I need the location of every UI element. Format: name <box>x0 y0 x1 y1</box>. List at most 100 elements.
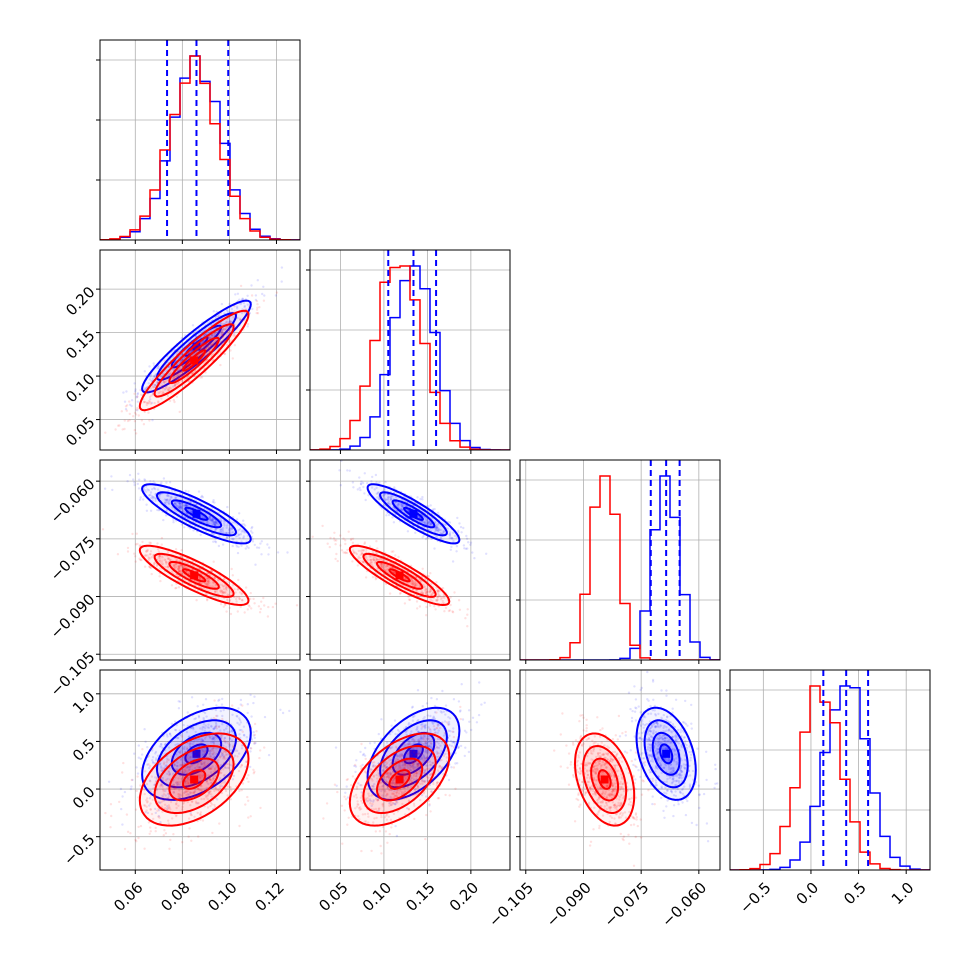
scatter-point <box>376 547 379 550</box>
scatter-point <box>168 481 172 484</box>
scatter-point <box>152 554 155 557</box>
scatter-point <box>360 552 364 556</box>
scatter-point <box>158 555 161 558</box>
scatter-point <box>200 739 203 742</box>
scatter-point <box>378 497 381 501</box>
scatter-point <box>177 565 180 568</box>
scatter-point <box>229 321 232 324</box>
scatter-point <box>136 482 139 486</box>
scatter-point <box>225 326 228 329</box>
scatter-point <box>356 488 359 491</box>
scatter-point <box>232 531 235 534</box>
scatter-point <box>224 585 228 588</box>
scatter-point <box>252 772 255 775</box>
scatter-point <box>177 567 180 570</box>
scatter-point <box>241 320 244 323</box>
scatter-point <box>172 565 176 568</box>
scatter-point <box>207 584 210 587</box>
scatter-point <box>240 530 244 533</box>
scatter-point <box>220 333 223 336</box>
scatter-point <box>219 589 222 592</box>
scatter-point <box>452 531 455 534</box>
scatter-point <box>351 481 355 484</box>
scatter-point <box>363 492 366 495</box>
scatter-point <box>435 599 438 603</box>
scatter-point <box>421 520 424 524</box>
scatter-point <box>351 549 355 552</box>
scatter-point <box>434 528 437 531</box>
scatter-point <box>218 534 221 538</box>
scatter-point <box>214 725 218 728</box>
scatter-point <box>249 815 252 818</box>
scatter-point <box>153 385 157 388</box>
scatter-point <box>136 772 140 775</box>
scatter-point <box>359 556 362 560</box>
scatter-point <box>191 324 195 327</box>
scatter-point <box>178 371 181 374</box>
scatter-point <box>358 486 361 490</box>
scatter-point <box>144 387 147 390</box>
scatter-point <box>370 480 373 483</box>
scatter-point <box>179 505 182 508</box>
scatter-point <box>160 745 163 748</box>
scatter-point <box>143 489 147 492</box>
scatter-point <box>252 701 255 705</box>
scatter-point <box>178 502 181 505</box>
scatter-point <box>242 519 245 522</box>
scatter-point <box>136 393 139 396</box>
scatter-point <box>180 735 184 738</box>
scatter-point <box>204 582 207 585</box>
scatter-point <box>384 498 388 501</box>
scatter-point <box>238 591 242 594</box>
scatter-point <box>135 395 139 398</box>
scatter-point <box>457 531 460 534</box>
scatter-point <box>439 536 442 540</box>
scatter-point <box>469 541 473 544</box>
scatter-point <box>192 529 195 532</box>
scatter-point <box>230 308 234 311</box>
scatter-point <box>414 531 417 534</box>
scatter-point <box>116 553 120 556</box>
scatter-point <box>414 583 417 587</box>
scatter-point <box>149 402 153 405</box>
scatter-point <box>336 559 339 563</box>
scatter-point <box>119 787 123 791</box>
scatter-point <box>430 522 433 525</box>
density-peak <box>190 356 199 365</box>
scatter-point <box>148 565 151 568</box>
scatter-point <box>436 511 440 514</box>
scatter-point <box>377 491 380 494</box>
scatter-point <box>143 400 146 403</box>
scatter-point <box>130 778 133 782</box>
scatter-point <box>448 609 452 612</box>
scatter-point <box>134 808 138 811</box>
scatter-point <box>247 799 250 802</box>
scatter-point <box>145 401 149 405</box>
scatter-point <box>386 564 389 567</box>
scatter-point <box>247 604 250 607</box>
scatter-point <box>173 728 177 732</box>
scatter-point <box>238 536 241 540</box>
scatter-point <box>250 747 253 750</box>
scatter-point <box>242 535 246 538</box>
scatter-point <box>145 403 148 407</box>
scatter-point <box>383 489 386 492</box>
scatter-point <box>221 530 224 533</box>
scatter-point <box>214 589 217 593</box>
scatter-point <box>262 596 265 600</box>
scatter-point <box>170 363 174 366</box>
scatter-point <box>438 594 441 597</box>
scatter-point <box>141 540 144 544</box>
scatter-point <box>380 562 383 566</box>
scatter-point <box>154 826 157 830</box>
scatter-point <box>211 522 214 525</box>
scatter-point <box>414 584 417 587</box>
scatter-point <box>197 835 200 838</box>
scatter-point <box>235 305 239 308</box>
scatter-point <box>335 552 338 556</box>
scatter-point <box>181 841 184 844</box>
scatter-point <box>238 597 241 601</box>
scatter-point <box>259 542 262 545</box>
scatter-point <box>161 559 164 562</box>
panel-frame <box>99 39 301 241</box>
